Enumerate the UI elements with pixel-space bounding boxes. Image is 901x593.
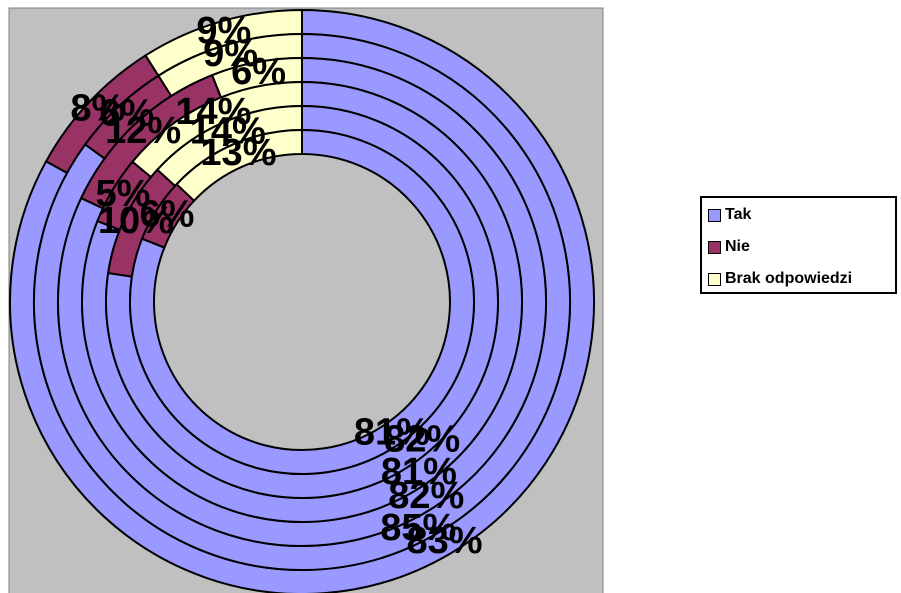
ring-segments	[9, 8, 595, 593]
legend-label-tak: Tak	[725, 206, 752, 223]
data-labels: 83%8%9%85%6%9%82%12%6%81%5%14%82%10%14%8…	[70, 10, 482, 562]
data-label-ring1-brak: 9%	[196, 10, 251, 52]
legend: Tak Nie Brak odpowiedzi	[700, 196, 897, 294]
segment-ring6-brak	[175, 128, 303, 203]
data-label-ring4-brak: 14%	[175, 91, 251, 133]
legend-label-brak: Brak odpowiedzi	[725, 270, 853, 287]
data-label-ring5-brak: 14%	[190, 111, 266, 153]
data-label-ring6-tak: 81%	[354, 411, 430, 453]
data-label-ring5-tak: 82%	[384, 418, 460, 460]
data-label-ring2-brak: 9%	[203, 33, 258, 75]
data-label-ring1-nie: 8%	[70, 87, 125, 129]
data-label-ring2-nie: 6%	[99, 92, 154, 134]
legend-item-nie: Nie	[708, 236, 750, 258]
legend-swatch-brak	[708, 272, 721, 286]
data-label-ring6-brak: 13%	[200, 132, 276, 174]
data-label-ring2-tak: 85%	[380, 507, 456, 549]
legend-item-tak: Tak	[708, 204, 751, 226]
data-label-ring4-tak: 81%	[381, 451, 457, 493]
data-label-ring3-nie: 12%	[105, 110, 181, 152]
data-label-ring1-tak: 83%	[407, 520, 483, 562]
data-label-ring3-brak: 6%	[231, 51, 286, 93]
data-label-ring3-tak: 82%	[388, 475, 464, 517]
data-label-ring6-nie: 6%	[139, 193, 194, 235]
data-label-ring4-nie: 5%	[96, 173, 151, 215]
legend-swatch-nie	[708, 240, 721, 254]
legend-label-nie: Nie	[725, 238, 750, 255]
segment-ring6-tak	[129, 128, 475, 475]
legend-item-brak: Brak odpowiedzi	[708, 268, 852, 290]
legend-swatch-tak	[708, 208, 721, 222]
data-label-ring5-nie: 10%	[98, 200, 174, 242]
